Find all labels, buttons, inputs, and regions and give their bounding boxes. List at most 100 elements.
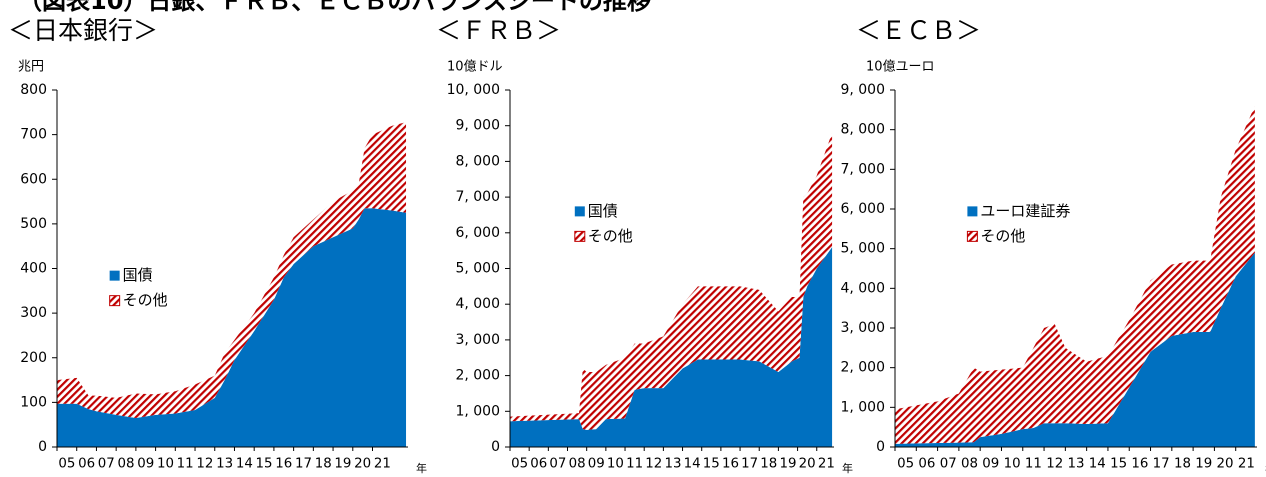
y-tick-label: 8, 000 (840, 122, 885, 138)
x-axis-label: 年 (416, 461, 427, 475)
y-tick-label: 5, 000 (455, 261, 500, 277)
y-axis-label: 10億ユーロ (866, 59, 935, 75)
chart-title: ＜日本銀行＞ (8, 16, 158, 45)
x-tick-label: 21 (818, 457, 835, 472)
x-tick-label: 15 (256, 457, 273, 472)
page-title: （図表10）日銀、ＦＲＢ、ＥＣＢのバランスシートの推移 (18, 0, 651, 15)
area (57, 122, 407, 418)
y-tick-label: 600 (20, 171, 47, 187)
x-tick-label: 14 (236, 457, 253, 472)
legend-swatch (574, 230, 586, 242)
legend-label: その他 (123, 291, 168, 309)
legend-swatch (967, 206, 978, 217)
y-tick-label: 0 (38, 439, 47, 455)
x-tick-label: 06 (918, 457, 935, 472)
y-tick-label: 2, 000 (455, 368, 500, 384)
x-tick-label: 21 (1238, 457, 1255, 472)
area (895, 252, 1255, 447)
x-tick-label: 07 (98, 457, 115, 472)
legend-swatch (109, 295, 121, 307)
legend-swatch (574, 206, 585, 217)
y-tick-label: 8, 000 (455, 153, 500, 169)
x-tick-label: 16 (275, 457, 292, 472)
x-tick-label: 10 (607, 457, 624, 472)
y-tick-label: 1, 000 (840, 399, 885, 415)
y-tick-label: 2, 000 (840, 360, 885, 376)
x-tick-label: 14 (684, 457, 701, 472)
x-tick-label: 11 (177, 457, 194, 472)
x-tick-label: 18 (1174, 457, 1191, 472)
x-tick-label: 08 (961, 457, 978, 472)
x-tick-label: 16 (722, 457, 739, 472)
x-tick-label: 12 (645, 457, 662, 472)
y-tick-label: 1, 000 (455, 403, 500, 419)
x-tick-label: 07 (549, 457, 566, 472)
x-tick-label: 21 (374, 457, 391, 472)
x-tick-label: 05 (58, 457, 75, 472)
x-tick-label: 09 (137, 457, 154, 472)
y-tick-label: 10, 000 (447, 82, 500, 98)
y-tick-label: 100 (20, 394, 47, 410)
y-tick-label: 7, 000 (455, 189, 500, 205)
y-tick-label: 3, 000 (455, 332, 500, 348)
x-tick-label: 12 (1046, 457, 1063, 472)
x-tick-label: 13 (216, 457, 233, 472)
legend-swatch (109, 270, 120, 281)
x-tick-label: 19 (1195, 457, 1212, 472)
y-tick-label: 0 (876, 439, 885, 455)
chart-title: ＜ＥＣＢ＞ (856, 16, 981, 45)
legend-label: 国債 (123, 266, 153, 284)
x-tick-label: 05 (511, 457, 528, 472)
legend-label: ユーロ建証券 (980, 202, 1070, 220)
x-tick-label: 08 (569, 457, 586, 472)
y-tick-label: 4, 000 (840, 280, 885, 296)
y-tick-label: 6, 000 (840, 201, 885, 217)
x-tick-label: 15 (703, 457, 720, 472)
x-tick-label: 05 (897, 457, 914, 472)
x-tick-label: 20 (799, 457, 816, 472)
x-tick-label: 11 (626, 457, 643, 472)
x-tick-label: 17 (1153, 457, 1170, 472)
x-tick-label: 12 (196, 457, 213, 472)
y-axis-label: 10億ドル (447, 59, 503, 75)
y-tick-label: 800 (20, 82, 47, 98)
area (895, 105, 1255, 444)
y-tick-label: 300 (20, 305, 47, 321)
x-tick-label: 11 (1025, 457, 1042, 472)
x-axis-label: 年 (842, 461, 853, 475)
y-tick-label: 5, 000 (840, 241, 885, 257)
legend-label: 国債 (588, 202, 618, 220)
y-tick-label: 7, 000 (840, 161, 885, 177)
y-tick-label: 9, 000 (455, 118, 500, 134)
legend-label: その他 (980, 227, 1025, 245)
x-tick-label: 09 (588, 457, 605, 472)
chart-title: ＜ＦＲＢ＞ (436, 16, 561, 45)
y-axis-label: 兆円 (18, 60, 44, 75)
area (510, 247, 833, 447)
area (57, 208, 407, 447)
x-tick-label: 06 (78, 457, 95, 472)
x-tick-label: 17 (295, 457, 312, 472)
legend-swatch (966, 230, 978, 242)
x-tick-label: 15 (1110, 457, 1127, 472)
y-tick-label: 9, 000 (840, 82, 885, 98)
y-tick-label: 700 (20, 127, 47, 143)
x-tick-label: 19 (779, 457, 796, 472)
y-tick-label: 3, 000 (840, 320, 885, 336)
x-tick-label: 13 (664, 457, 681, 472)
x-tick-label: 14 (1089, 457, 1106, 472)
area (510, 132, 833, 430)
x-tick-label: 10 (157, 457, 174, 472)
x-tick-label: 20 (1217, 457, 1234, 472)
y-tick-label: 400 (20, 261, 47, 277)
x-tick-label: 17 (741, 457, 758, 472)
x-tick-label: 09 (982, 457, 999, 472)
x-tick-label: 06 (530, 457, 547, 472)
x-tick-label: 07 (940, 457, 957, 472)
x-tick-label: 08 (118, 457, 135, 472)
legend-label: その他 (588, 227, 633, 245)
y-tick-label: 0 (491, 439, 500, 455)
x-tick-label: 18 (315, 457, 332, 472)
y-tick-label: 500 (20, 216, 47, 232)
